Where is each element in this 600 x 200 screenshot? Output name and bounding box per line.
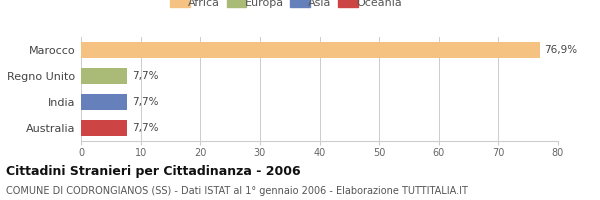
Text: 7,7%: 7,7% [131,97,158,107]
Legend: Africa, Europa, Asia, Oceania: Africa, Europa, Asia, Oceania [166,0,406,12]
Text: 7,7%: 7,7% [131,123,158,133]
Text: 76,9%: 76,9% [544,45,577,55]
Text: COMUNE DI CODRONGIANOS (SS) - Dati ISTAT al 1° gennaio 2006 - Elaborazione TUTTI: COMUNE DI CODRONGIANOS (SS) - Dati ISTAT… [6,186,468,196]
Bar [81,120,127,136]
Bar [81,68,127,84]
Text: Cittadini Stranieri per Cittadinanza - 2006: Cittadini Stranieri per Cittadinanza - 2… [6,165,301,178]
Bar [81,94,127,110]
Text: 7,7%: 7,7% [131,71,158,81]
Bar [81,42,539,58]
